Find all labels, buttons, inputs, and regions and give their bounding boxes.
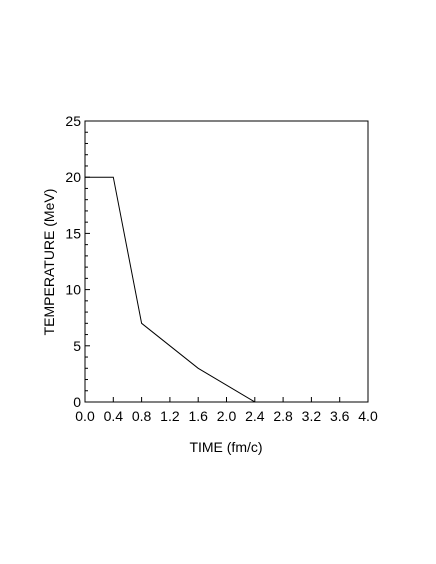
x-tick-label: 1.2 xyxy=(160,408,180,424)
x-tick-label: 0.4 xyxy=(104,408,124,424)
x-tick-label: 0.0 xyxy=(75,408,95,424)
y-tick-label: 10 xyxy=(65,282,81,298)
y-tick-label: 5 xyxy=(73,338,81,354)
x-axis-title: TIME (fm/c) xyxy=(189,439,262,455)
x-tick-label: 3.6 xyxy=(330,408,350,424)
x-tick-label: 2.4 xyxy=(245,408,265,424)
series-line xyxy=(85,176,256,403)
x-tick-label: 3.2 xyxy=(302,408,322,424)
x-tick-label: 2.0 xyxy=(217,408,237,424)
x-tick-label: 2.8 xyxy=(273,408,293,424)
y-axis-title: TEMPERATURE (MeV) xyxy=(41,189,57,336)
y-ticks: 0 5 10 15 20 25 xyxy=(65,113,90,410)
y-tick-label: 15 xyxy=(65,225,81,241)
series-layer xyxy=(85,176,256,403)
x-ticks: 0.0 0.4 0.8 1.2 1.6 2.0 2.4 2.8 3.2 3.6 4.0 xyxy=(75,397,378,424)
y-tick-label: 0 xyxy=(73,394,81,410)
x-tick-label: 1.6 xyxy=(188,408,208,424)
x-tick-label: 4.0 xyxy=(358,408,378,424)
x-tick-label: 0.8 xyxy=(132,408,152,424)
y-tick-label: 20 xyxy=(65,169,81,185)
y-tick-label: 25 xyxy=(65,113,81,129)
plot-frame xyxy=(84,120,369,403)
